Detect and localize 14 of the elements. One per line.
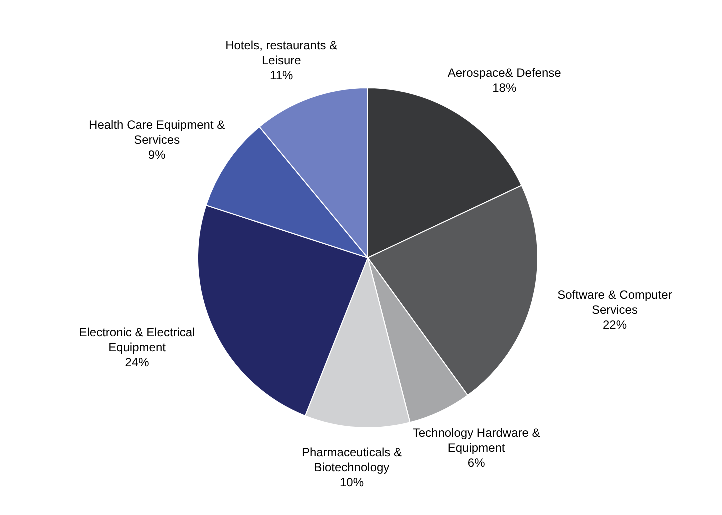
- slice-label: Software & Computer Services: [558, 288, 672, 318]
- slice-label: Hotels, restaurants & Leisure: [226, 38, 338, 68]
- slice-label: Pharmaceuticals & Biotechnology: [302, 446, 402, 475]
- data-label: 22%: [602, 318, 628, 332]
- data-label: 18%: [492, 81, 517, 96]
- slice-label: Electronic & Electrical Equipment: [79, 325, 196, 354]
- data-label: 24%: [125, 355, 150, 370]
- slice-label: Technology Hardware & Equipment: [412, 426, 540, 456]
- data-label: 9%: [148, 148, 166, 162]
- data-label: 11%: [270, 68, 294, 82]
- slice-label: Aerospace& Defense: [448, 66, 562, 80]
- data-label: 10%: [340, 476, 364, 490]
- slice-label: Health Care Equipment & Services: [89, 118, 226, 147]
- data-label: 6%: [468, 456, 486, 470]
